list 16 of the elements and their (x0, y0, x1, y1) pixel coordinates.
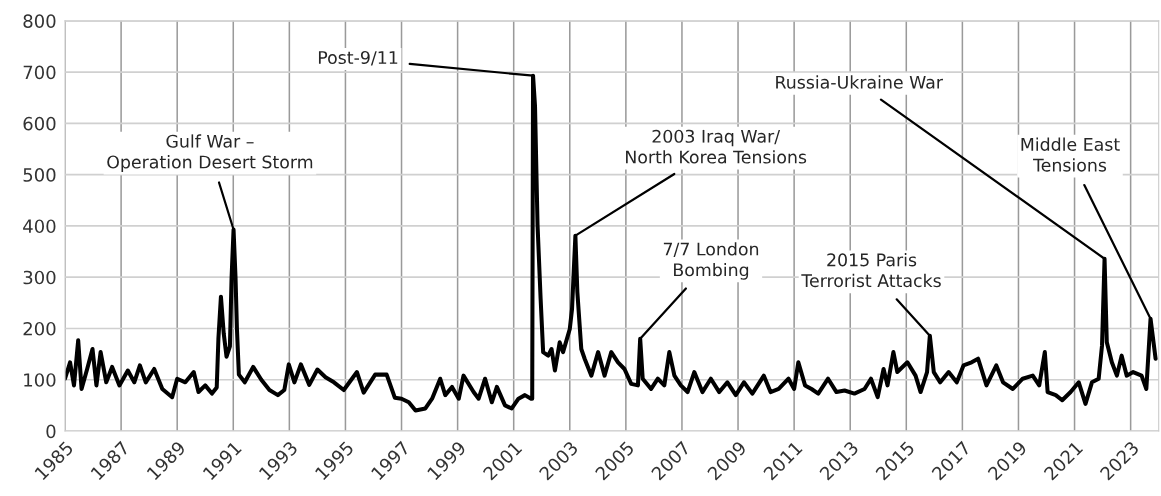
annotation: 7/7 London Bombing (663, 242, 759, 280)
annotation: Gulf War – Operation Desert Storm (107, 134, 313, 172)
annotation: Post-9/11 (318, 50, 398, 66)
y-tick-label: 200 (23, 321, 56, 336)
y-tick-label: 600 (23, 116, 56, 131)
y-tick-label: 0 (46, 424, 56, 439)
annotation: 2015 Paris Terrorist Attacks (801, 252, 941, 288)
annotation: Russia-Ukraine War (776, 75, 943, 89)
annotation: 2003 Iraq War/ North Korea Tensions (626, 129, 807, 164)
y-tick-label: 100 (24, 373, 56, 387)
y-tick-label: 700 (23, 65, 56, 80)
y-tick-label: 300 (23, 270, 56, 285)
y-tick-label: 500 (23, 168, 56, 182)
y-tick-label: 800 (23, 14, 56, 28)
y-tick-label: 400 (23, 219, 56, 234)
annotation: Middle East Tensions (1021, 137, 1120, 172)
